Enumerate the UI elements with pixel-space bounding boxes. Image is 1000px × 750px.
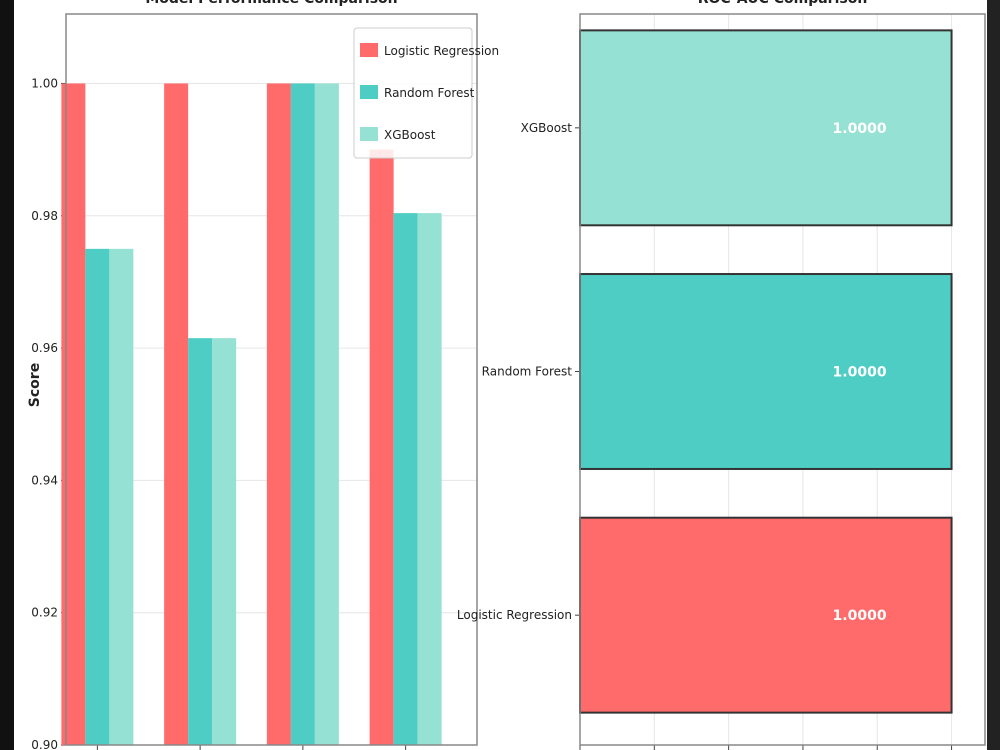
legend-label: Logistic Regression — [384, 44, 499, 58]
legend-swatch — [360, 43, 378, 57]
y-tick-label: 0.98 — [31, 209, 58, 223]
chart-title: Model Performance Comparison — [145, 0, 397, 7]
bar — [393, 213, 418, 746]
right-edge — [987, 0, 1000, 750]
bar — [85, 248, 110, 745]
y-tick-label: 0.90 — [31, 738, 58, 750]
bar — [188, 338, 213, 745]
left-chart: Model Performance Comparison 0.90 0.92 0.94… — [27, 0, 499, 750]
y-tick-label: Logistic Regression — [457, 608, 572, 622]
left-edge — [0, 0, 14, 750]
legend-swatch — [360, 85, 378, 99]
y-axis-label: Score — [27, 363, 43, 407]
bar — [314, 83, 339, 745]
bar — [109, 248, 134, 745]
bar — [290, 83, 315, 745]
right-chart: ROC-AUC Comparison 1.0000 Logistic Regress… — [457, 0, 986, 750]
y-tick-label: 0.94 — [31, 473, 58, 487]
bar — [212, 338, 237, 745]
y-tick-label: Random Forest — [482, 365, 573, 379]
legend-label: Random Forest — [384, 86, 475, 100]
bar — [266, 83, 291, 745]
legend-swatch — [360, 127, 378, 141]
bar — [164, 83, 189, 745]
y-tick-label: 0.96 — [31, 341, 58, 355]
legend-box — [353, 27, 473, 159]
bar — [579, 516, 953, 714]
y-tick-label: 0.92 — [31, 606, 58, 620]
legend-label: XGBoost — [384, 128, 436, 142]
bar — [417, 213, 442, 746]
chart-title: ROC-AUC Comparison — [698, 0, 868, 7]
y-tick-label: 1.00 — [31, 76, 58, 90]
bar — [579, 29, 953, 227]
value-label: 1.0000 — [833, 608, 887, 624]
y-tick-label: XGBoost — [521, 121, 573, 135]
axes-frame — [579, 13, 986, 746]
bar — [61, 83, 86, 745]
bar — [369, 149, 394, 746]
value-label: 1.0000 — [833, 121, 887, 137]
axes-frame — [65, 13, 478, 746]
bar — [579, 273, 953, 470]
value-label: 1.0000 — [833, 365, 887, 381]
